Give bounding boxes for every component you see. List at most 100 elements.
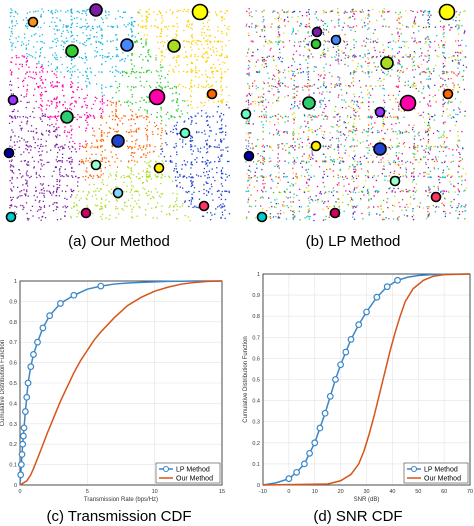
user-point bbox=[48, 105, 51, 107]
user-point bbox=[209, 130, 211, 132]
user-point bbox=[194, 159, 196, 161]
user-point bbox=[101, 157, 103, 159]
user-point bbox=[55, 41, 57, 44]
user-point bbox=[139, 12, 141, 14]
user-point bbox=[270, 47, 272, 49]
user-point bbox=[370, 38, 372, 40]
user-point bbox=[331, 56, 333, 58]
user-point bbox=[258, 101, 260, 104]
user-point bbox=[286, 132, 288, 134]
user-point bbox=[250, 26, 253, 28]
user-point bbox=[26, 117, 29, 119]
user-point bbox=[389, 171, 392, 174]
user-point bbox=[56, 191, 58, 193]
user-point bbox=[66, 135, 68, 137]
user-point bbox=[397, 157, 399, 159]
user-point bbox=[160, 61, 162, 63]
user-point bbox=[359, 118, 361, 120]
user-point bbox=[47, 65, 50, 67]
user-point bbox=[82, 176, 84, 178]
user-point bbox=[10, 196, 12, 199]
user-point bbox=[389, 99, 391, 101]
user-point bbox=[382, 211, 384, 213]
user-point bbox=[292, 88, 294, 90]
user-point bbox=[51, 11, 53, 14]
user-point bbox=[423, 59, 425, 61]
user-point bbox=[248, 14, 251, 17]
user-point bbox=[327, 47, 329, 49]
user-point bbox=[300, 41, 302, 43]
user-point bbox=[49, 118, 51, 120]
user-point bbox=[365, 180, 367, 182]
user-point bbox=[367, 9, 369, 12]
user-point bbox=[283, 145, 286, 147]
user-point bbox=[201, 31, 203, 33]
user-point bbox=[82, 146, 85, 148]
user-point bbox=[303, 190, 306, 192]
user-point bbox=[157, 202, 159, 204]
user-point bbox=[384, 101, 386, 104]
user-point bbox=[434, 94, 436, 96]
user-point bbox=[368, 62, 370, 64]
user-point bbox=[211, 168, 213, 170]
user-point bbox=[221, 53, 223, 55]
user-point bbox=[377, 41, 379, 43]
user-point bbox=[399, 11, 401, 14]
user-point bbox=[325, 29, 328, 31]
user-point bbox=[130, 129, 132, 131]
user-point bbox=[401, 131, 404, 134]
user-point bbox=[74, 142, 76, 145]
user-point bbox=[424, 42, 426, 44]
user-point bbox=[56, 37, 58, 40]
base-station-node bbox=[167, 39, 181, 53]
user-point bbox=[438, 130, 440, 133]
user-point bbox=[347, 134, 350, 137]
user-point bbox=[191, 71, 193, 73]
user-point bbox=[298, 206, 301, 208]
user-point bbox=[280, 60, 282, 63]
user-point bbox=[150, 198, 152, 200]
user-point bbox=[63, 131, 66, 134]
user-point bbox=[217, 26, 219, 28]
user-point bbox=[27, 175, 29, 177]
user-point bbox=[35, 128, 37, 130]
user-point bbox=[131, 140, 133, 143]
user-point bbox=[220, 78, 223, 80]
user-point bbox=[15, 63, 17, 65]
user-point bbox=[314, 199, 317, 201]
user-point bbox=[400, 46, 402, 49]
user-point bbox=[40, 52, 42, 54]
user-point bbox=[82, 74, 84, 76]
user-point bbox=[414, 159, 416, 161]
user-point bbox=[386, 116, 388, 118]
user-point bbox=[338, 184, 340, 186]
user-point bbox=[324, 115, 326, 117]
user-point bbox=[190, 115, 192, 118]
user-point bbox=[275, 69, 278, 71]
user-point bbox=[145, 15, 147, 17]
user-point bbox=[444, 101, 446, 104]
base-station-node bbox=[120, 38, 134, 52]
user-point bbox=[295, 173, 297, 175]
user-point bbox=[206, 142, 208, 145]
user-point bbox=[194, 54, 196, 56]
user-point bbox=[385, 175, 387, 177]
user-point bbox=[131, 53, 134, 55]
user-point bbox=[398, 130, 400, 132]
user-point bbox=[40, 26, 42, 29]
user-point bbox=[394, 56, 396, 59]
user-point bbox=[350, 130, 352, 132]
user-point bbox=[161, 14, 163, 17]
user-point bbox=[175, 163, 177, 165]
user-point bbox=[178, 54, 180, 57]
user-point bbox=[438, 179, 440, 181]
user-point bbox=[409, 203, 412, 205]
user-point bbox=[284, 191, 286, 193]
user-point bbox=[329, 139, 331, 141]
user-point bbox=[72, 176, 74, 178]
user-point bbox=[370, 115, 372, 117]
user-point bbox=[294, 101, 296, 103]
user-point bbox=[356, 205, 358, 207]
user-point bbox=[109, 191, 111, 193]
user-point bbox=[413, 40, 415, 43]
